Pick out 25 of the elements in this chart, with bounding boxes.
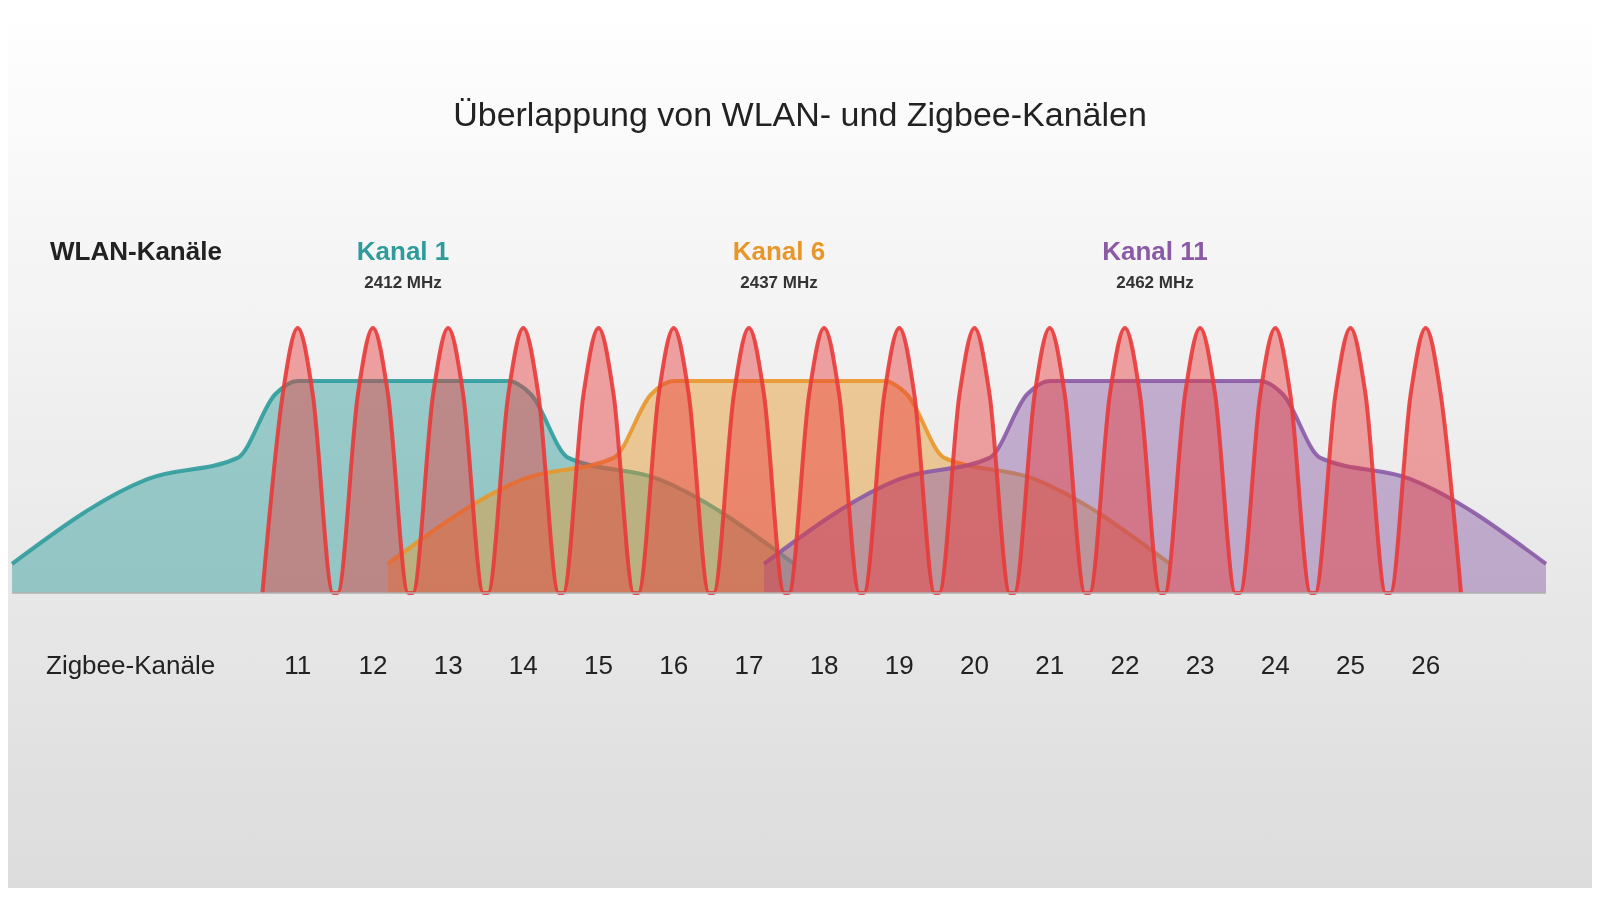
- x-tick-label: 17: [734, 650, 764, 680]
- x-tick-label: 24: [1260, 650, 1290, 680]
- text: 2437 MHz: [740, 273, 818, 292]
- x-tick-label: 25: [1336, 650, 1365, 680]
- x-tick-label: 12: [358, 650, 388, 680]
- text: Kanal 6: [732, 236, 826, 266]
- x-tick-label: 13: [433, 650, 463, 680]
- text: 2462 MHz: [1116, 273, 1194, 292]
- x-tick-label: 15: [584, 650, 613, 680]
- chart-title: Überlappung von WLAN- und Zigbee-Kanälen: [453, 95, 1147, 133]
- x-tick-label: 23: [1185, 650, 1215, 680]
- x-tick-label: 21: [1035, 650, 1065, 680]
- x-tick-label: 19: [884, 650, 914, 680]
- x-tick-label: 26: [1411, 650, 1441, 680]
- x-axis-title: Zigbee-Kanäle: [46, 650, 216, 680]
- x-tick-label: 16: [659, 650, 689, 680]
- x-tick-label: 18: [809, 650, 839, 680]
- text: 2412 MHz: [364, 273, 442, 292]
- text: Kanal 1: [356, 236, 450, 266]
- text: Kanal 11: [1102, 236, 1208, 266]
- x-tick-label: 20: [960, 650, 989, 680]
- x-tick-label: 22: [1110, 650, 1140, 680]
- legend-title: WLAN-Kanäle: [50, 236, 222, 266]
- x-tick-label: 14: [508, 650, 538, 680]
- x-tick-label: 11: [284, 650, 312, 680]
